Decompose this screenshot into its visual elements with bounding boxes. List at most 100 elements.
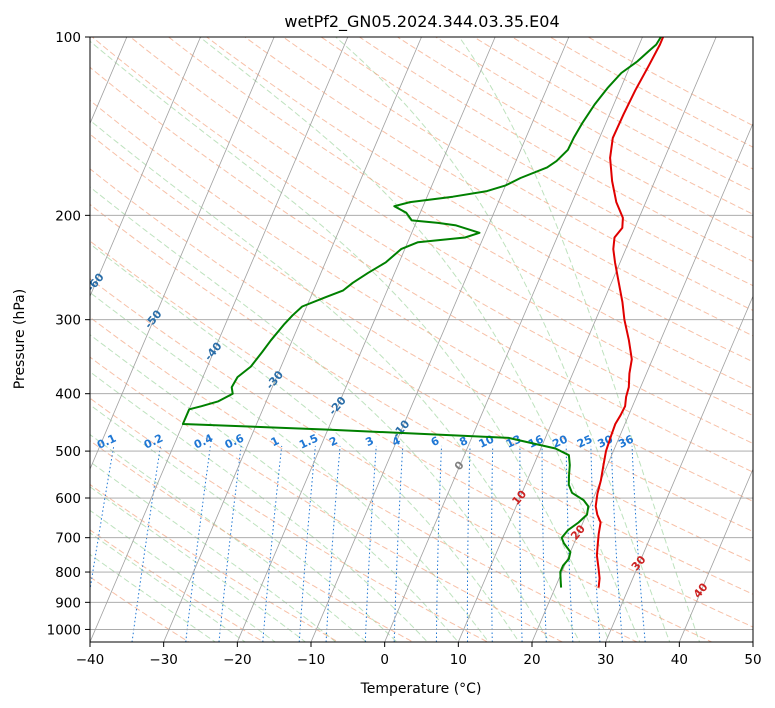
mixing-ratio-label: 1.5 bbox=[297, 432, 320, 452]
x-axis-ticks: −40 −30 −20 −10 0 10 20 30 40 50 bbox=[76, 642, 762, 668]
mixing-ratio-line bbox=[491, 445, 494, 642]
dry-adiabat-line bbox=[91, 37, 753, 445]
mixing-ratio-lines bbox=[90, 445, 646, 642]
isotherm-line bbox=[457, 37, 717, 642]
dry-adiabat-label: -50 bbox=[142, 307, 165, 331]
moist-adiabat-line bbox=[90, 371, 429, 642]
moist-adiabat-line bbox=[199, 37, 641, 642]
dry-adiabat-line bbox=[90, 316, 639, 642]
mixing-ratio-label: 36 bbox=[616, 432, 636, 450]
y-tick-label: 800 bbox=[55, 565, 81, 581]
isobars bbox=[90, 37, 753, 630]
mixing-ratio-line bbox=[519, 445, 523, 642]
mixing-ratio-label: 0.6 bbox=[223, 431, 246, 451]
dry-adiabat-line bbox=[90, 168, 753, 563]
moist-adiabat-line bbox=[90, 119, 581, 642]
y-tick-label: 1000 bbox=[47, 622, 81, 638]
dry-adiabat-label: 0 bbox=[452, 458, 467, 472]
moist-adiabat-line bbox=[90, 461, 337, 642]
y-tick-label: 200 bbox=[55, 208, 81, 224]
y-tick-label: 700 bbox=[55, 531, 81, 547]
x-tick-label: 10 bbox=[450, 652, 467, 668]
dry-adiabat-label: -30 bbox=[263, 368, 286, 392]
dry-adiabat-line bbox=[320, 37, 753, 287]
isotherm-line bbox=[90, 37, 349, 642]
y-axis-label: Pressure (hPa) bbox=[12, 289, 28, 389]
mixing-ratio-line bbox=[325, 445, 341, 642]
y-tick-label: 500 bbox=[55, 444, 81, 460]
dry-adiabat-label: -20 bbox=[326, 394, 349, 418]
moist-adiabat-line bbox=[458, 37, 701, 642]
dry-adiabat-label: 10 bbox=[509, 487, 529, 507]
dry-adiabat-line bbox=[90, 440, 414, 642]
mixing-ratio-label: 0.1 bbox=[95, 432, 118, 452]
dry-adiabat-label: 40 bbox=[691, 580, 711, 600]
dry-adiabat-line bbox=[90, 66, 753, 473]
dry-adiabat-label: 20 bbox=[568, 522, 588, 542]
y-tick-label: 100 bbox=[55, 30, 81, 46]
isotherm-line bbox=[90, 37, 275, 471]
mixing-ratio-line bbox=[435, 445, 443, 642]
dry-adiabat-line bbox=[90, 278, 713, 642]
dry-adiabats bbox=[90, 37, 753, 642]
dry-adiabat-label: -70 bbox=[29, 228, 52, 252]
mixing-ratio-line bbox=[364, 445, 377, 642]
mixing-ratio-line bbox=[131, 445, 161, 642]
dry-adiabat-label: -60 bbox=[84, 270, 107, 294]
isotherm-line bbox=[752, 640, 753, 642]
y-tick-label: 400 bbox=[55, 387, 81, 403]
moist-adiabat-line bbox=[90, 509, 276, 642]
x-tick-label: 50 bbox=[744, 652, 761, 668]
dry-adiabat-line bbox=[90, 99, 753, 502]
dry-adiabat-label: -40 bbox=[202, 339, 225, 363]
x-tick-label: −40 bbox=[76, 652, 105, 668]
background-lines: -100-90-80-70-60-50-40-30-20-10010203040… bbox=[29, 37, 753, 642]
line-labels: -100-90-80-70-60-50-40-30-20-10010203040… bbox=[29, 228, 711, 600]
isotherm-line bbox=[605, 295, 753, 642]
x-tick-label: 40 bbox=[671, 652, 688, 668]
mixing-ratio-line bbox=[185, 445, 211, 642]
dry-adiabat-line bbox=[90, 203, 753, 595]
moist-adiabat-line bbox=[90, 553, 217, 642]
x-tick-label: −20 bbox=[223, 652, 252, 668]
moist-adiabat-line bbox=[90, 532, 246, 642]
x-tick-label: −30 bbox=[149, 652, 178, 668]
temperature-profile-line bbox=[594, 37, 665, 588]
moist-adiabat-line bbox=[90, 243, 520, 642]
x-tick-label: −10 bbox=[297, 652, 326, 668]
dry-adiabat-line bbox=[434, 37, 753, 215]
dry-adiabat-line bbox=[244, 37, 753, 337]
profile-series bbox=[181, 37, 665, 588]
moist-adiabat-line bbox=[90, 334, 459, 642]
moist-adiabat-line bbox=[90, 486, 307, 642]
mixing-ratio-line bbox=[262, 445, 283, 642]
mixing-ratio-line bbox=[90, 445, 115, 593]
y-axis-ticks: 100 200 300 400 500 600 700 800 900 1000 bbox=[47, 30, 90, 638]
x-tick-label: 30 bbox=[597, 652, 614, 668]
chart-title: wetPf2_GN05.2024.344.03.35.E04 bbox=[284, 12, 559, 32]
dry-adiabat-line bbox=[396, 37, 753, 239]
isotherm-line bbox=[90, 37, 201, 298]
mixing-ratio-line bbox=[610, 445, 623, 642]
dry-adiabat-line bbox=[90, 356, 564, 642]
mixing-ratio-line bbox=[541, 445, 547, 642]
mixing-ratio-label: 10 bbox=[477, 432, 497, 450]
isotherm-line bbox=[163, 37, 422, 642]
dry-adiabat-line bbox=[90, 483, 340, 642]
x-axis-label: Temperature (°C) bbox=[360, 681, 482, 697]
mixing-ratio-line bbox=[298, 445, 316, 642]
isotherm-line bbox=[384, 37, 643, 642]
y-tick-label: 600 bbox=[55, 491, 81, 507]
dry-adiabat-line bbox=[472, 37, 753, 193]
moist-adiabat-line bbox=[90, 291, 490, 642]
isotherm-line bbox=[310, 37, 570, 642]
dry-adiabat-line bbox=[90, 240, 753, 628]
y-tick-label: 300 bbox=[55, 313, 81, 329]
isotherm-line bbox=[678, 468, 753, 642]
dry-adiabat-line bbox=[90, 397, 489, 642]
plot-frame bbox=[89, 36, 754, 643]
dry-adiabat-line bbox=[129, 37, 753, 417]
dry-adiabat-line bbox=[90, 529, 265, 642]
mixing-ratio-line bbox=[466, 445, 471, 642]
